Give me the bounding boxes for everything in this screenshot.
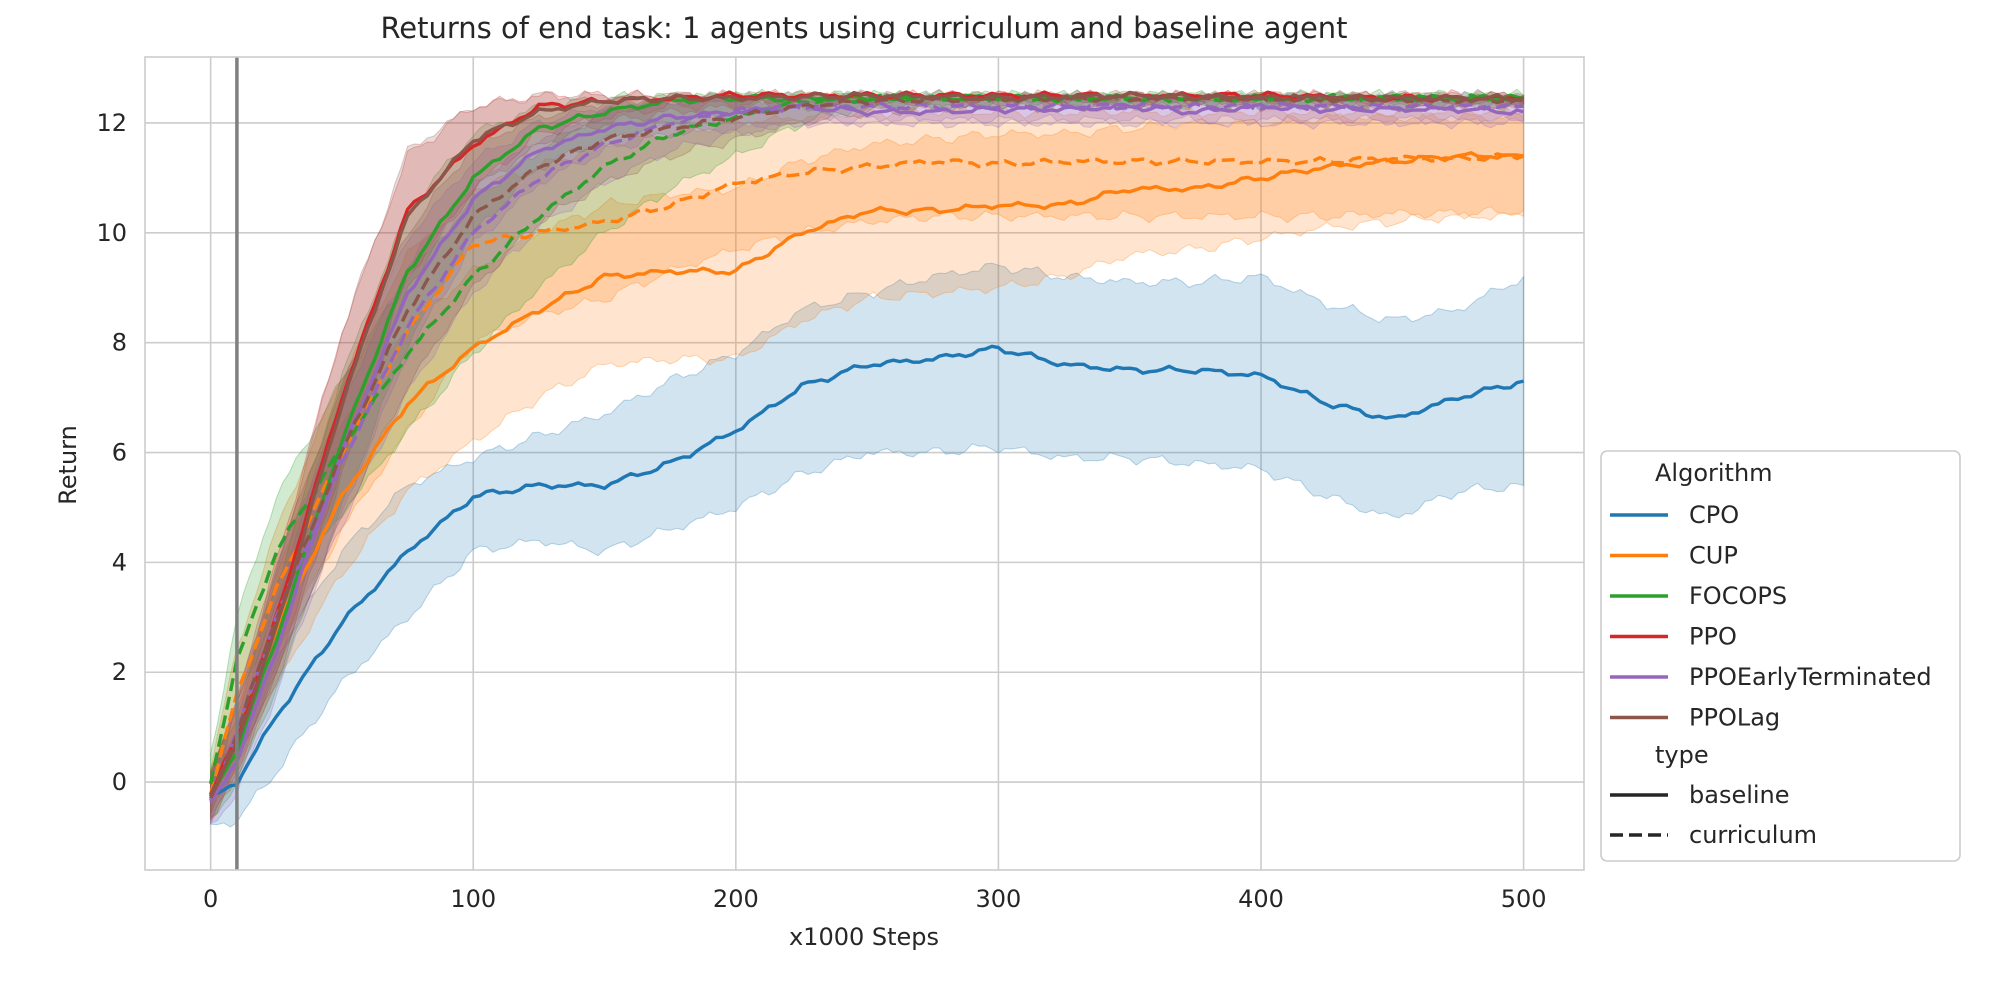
y-tick-label: 10 bbox=[96, 219, 127, 247]
band-ppoearlyterminated-baseline bbox=[210, 91, 1525, 825]
legend-title-algorithm: Algorithm bbox=[1655, 459, 1773, 487]
plot-frame bbox=[144, 56, 1585, 871]
legend-label-baseline: baseline bbox=[1689, 781, 1790, 809]
legend-label-focops: FOCOPS bbox=[1689, 582, 1787, 610]
legend-label-cup: CUP bbox=[1689, 542, 1738, 570]
y-tick-label: 4 bbox=[112, 548, 127, 576]
y-tick-label: 2 bbox=[112, 658, 127, 686]
y-tick-labels: 0 2 4 6 8 10 12 bbox=[96, 109, 127, 796]
y-tick-label: 8 bbox=[112, 329, 127, 357]
legend-label-ppo: PPO bbox=[1689, 623, 1737, 651]
legend: Algorithm CPO CUP FOCOPS PPO PPOEarlyTermina… bbox=[1600, 450, 1961, 862]
x-tick-labels: 0 100 200 300 400 500 bbox=[203, 885, 1547, 913]
legend-label-ppoearlyterminated: PPOEarlyTerminated bbox=[1689, 663, 1932, 691]
line-ppolag-baseline bbox=[209, 90, 1525, 799]
line-cup-curriculum bbox=[208, 152, 1525, 795]
x-axis-label: x1000 Steps bbox=[789, 923, 939, 951]
legend-label-ppolag: PPOLag bbox=[1689, 704, 1780, 732]
line-cup-baseline bbox=[209, 151, 1524, 800]
line-cpo-baseline bbox=[209, 344, 1524, 798]
line-ppoearlyterminated-baseline bbox=[209, 102, 1525, 803]
x-tick-label: 0 bbox=[203, 885, 218, 913]
line-focops-curriculum bbox=[208, 92, 1524, 785]
y-axis-label: Return bbox=[54, 425, 82, 505]
legend-title-type: type bbox=[1655, 741, 1709, 769]
band-cpo-baseline bbox=[210, 262, 1525, 828]
legend-box bbox=[1600, 450, 1961, 862]
band-ppo-baseline bbox=[210, 88, 1525, 815]
legend-label-cpo: CPO bbox=[1689, 501, 1739, 529]
y-tick-label: 6 bbox=[112, 439, 127, 467]
line-ppolag-curriculum bbox=[209, 93, 1524, 797]
x-tick-label: 300 bbox=[976, 885, 1022, 913]
y-tick-label: 12 bbox=[96, 109, 127, 137]
legend-label-curriculum: curriculum bbox=[1689, 821, 1817, 849]
y-tick-label: 0 bbox=[112, 768, 127, 796]
x-tick-label: 200 bbox=[713, 885, 759, 913]
band-cup-curriculum bbox=[210, 104, 1525, 817]
x-tick-label: 500 bbox=[1501, 885, 1547, 913]
legend-algorithm-items: CPO CUP FOCOPS PPO PPOEarlyTerminated PPOLag bbox=[1610, 501, 1932, 732]
x-tick-label: 100 bbox=[450, 885, 496, 913]
chart-title: Returns of end task: 1 agents using curr… bbox=[380, 11, 1347, 45]
confidence-bands bbox=[210, 88, 1525, 828]
x-tick-label: 400 bbox=[1238, 885, 1284, 913]
series-lines bbox=[208, 90, 1525, 803]
band-cup-baseline bbox=[210, 112, 1525, 825]
band-ppolag-baseline bbox=[210, 88, 1525, 821]
